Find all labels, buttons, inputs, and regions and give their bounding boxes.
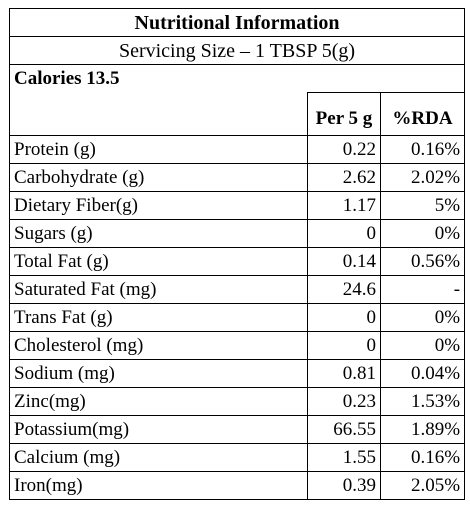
column-header-row: Per 5 g %RDA	[9, 92, 466, 136]
nutrient-name: Potassium(mg)	[9, 415, 308, 444]
table-row: Potassium(mg) 66.55 1.89%	[9, 415, 466, 444]
nutrient-per-5g: 24.6	[307, 275, 381, 304]
nutrient-name: Carbohydrate (g)	[9, 163, 308, 192]
nutrition-table: Nutritional Information Servicing Size –…	[8, 8, 466, 500]
nutrient-per-5g: 0.14	[307, 247, 381, 276]
nutrient-name: Zinc(mg)	[9, 387, 308, 416]
table-row: Calcium (mg) 1.55 0.16%	[9, 443, 466, 472]
nutrient-rda: 0%	[379, 331, 466, 360]
nutrient-rda: 0.16%	[379, 443, 466, 472]
table-row: Total Fat (g) 0.14 0.56%	[9, 247, 466, 276]
nutrient-name: Protein (g)	[9, 135, 308, 164]
table-row: Iron(mg) 0.39 2.05%	[9, 471, 466, 500]
nutrient-per-5g: 0	[307, 303, 381, 332]
nutrient-rda: 0%	[379, 219, 466, 248]
nutrient-per-5g: 66.55	[307, 415, 381, 444]
header-blank-cell	[9, 92, 308, 136]
nutrient-name: Dietary Fiber(g)	[9, 191, 308, 220]
nutrient-name: Calcium (mg)	[9, 443, 308, 472]
table-row: Saturated Fat (mg) 24.6-	[9, 275, 466, 304]
table-row: Protein (g) 0.22 0.16%	[9, 135, 466, 164]
nutrient-rda: 5%	[379, 191, 466, 220]
nutrient-name: Saturated Fat (mg)	[9, 275, 308, 304]
table-row: Carbohydrate (g) 2.62 2.02%	[9, 163, 466, 192]
nutrient-per-5g: 0	[307, 219, 381, 248]
table-row: Cholesterol (mg) 0 0%	[9, 331, 466, 360]
table-row: Dietary Fiber(g) 1.17 5%	[9, 191, 466, 220]
nutrient-per-5g: 0.22	[307, 135, 381, 164]
nutrient-rda: 1.53%	[379, 387, 466, 416]
nutrient-rda: 0.16%	[379, 135, 466, 164]
table-title: Nutritional Information	[8, 8, 466, 37]
nutrient-rda: 0.56%	[379, 247, 466, 276]
nutrient-per-5g: 1.55	[307, 443, 381, 472]
nutrient-rda: 0.04%	[379, 359, 466, 388]
nutrient-name: Cholesterol (mg)	[9, 331, 308, 360]
nutrient-per-5g: 0.81	[307, 359, 381, 388]
table-row: Zinc(mg) 0.23 1.53%	[9, 387, 466, 416]
title-row: Nutritional Information	[8, 8, 466, 37]
header-rda: %RDA	[379, 92, 466, 136]
nutrient-rda: 2.05%	[379, 471, 466, 500]
nutrient-name: Total Fat (g)	[9, 247, 308, 276]
nutrient-name: Sugars (g)	[9, 219, 308, 248]
nutrition-label: Nutritional Information Servicing Size –…	[8, 8, 466, 500]
table-row: Sugars (g) 0 0%	[9, 219, 466, 248]
nutrient-rda: 0%	[379, 303, 466, 332]
nutrient-rda: 2.02%	[379, 163, 466, 192]
nutrient-per-5g: 0.39	[307, 471, 381, 500]
header-per-5g: Per 5 g	[307, 92, 381, 136]
nutrient-per-5g: 0.23	[307, 387, 381, 416]
nutrient-per-5g: 1.17	[307, 191, 381, 220]
nutrient-name: Iron(mg)	[9, 471, 308, 500]
nutrient-rda: 1.89%	[379, 415, 466, 444]
nutrient-name: Trans Fat (g)	[9, 303, 308, 332]
serving-size: Servicing Size – 1 TBSP 5(g)	[8, 36, 466, 65]
serving-row: Servicing Size – 1 TBSP 5(g)	[8, 36, 466, 65]
nutrient-name: Sodium (mg)	[9, 359, 308, 388]
table-row: Sodium (mg) 0.81 0.04%	[9, 359, 466, 388]
nutrient-per-5g: 2.62	[307, 163, 381, 192]
table-row: Trans Fat (g) 0 0%	[9, 303, 466, 332]
nutrient-rda: -	[379, 275, 466, 304]
calories-row: Calories 13.5	[8, 64, 466, 93]
calories-value: Calories 13.5	[8, 64, 466, 93]
nutrient-per-5g: 0	[307, 331, 381, 360]
